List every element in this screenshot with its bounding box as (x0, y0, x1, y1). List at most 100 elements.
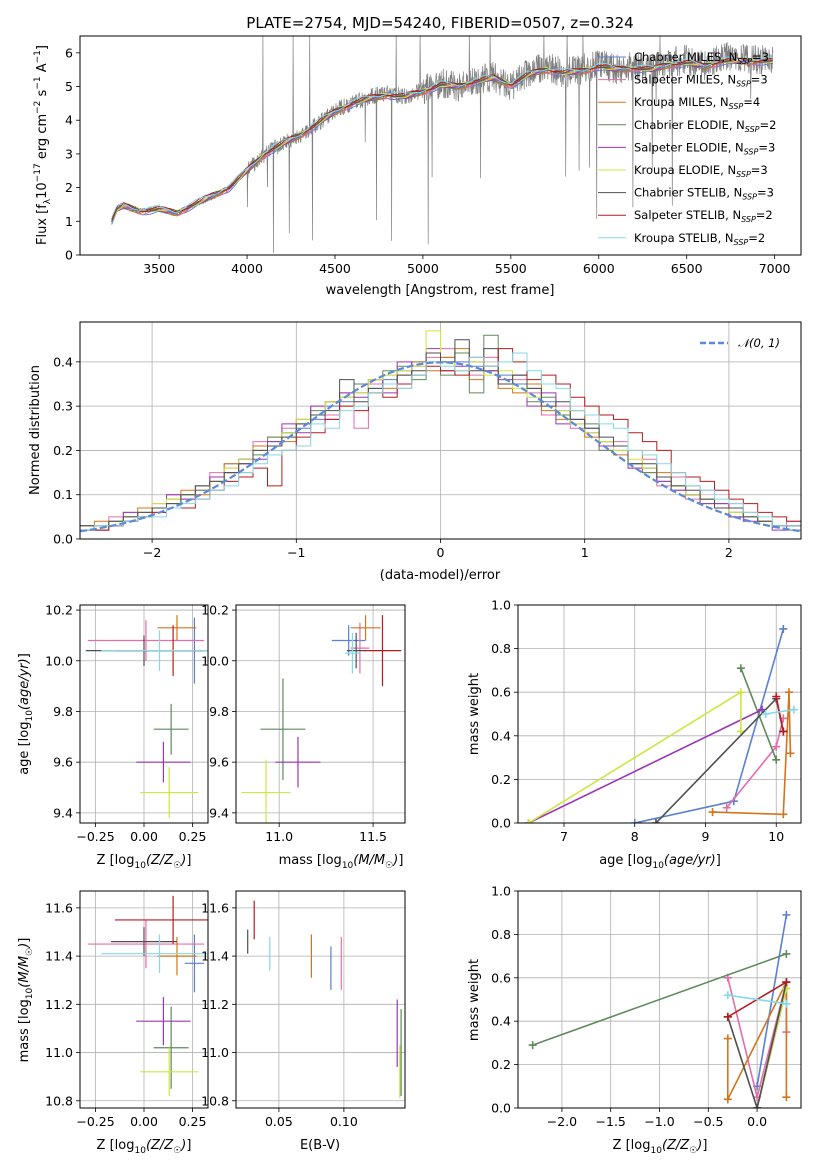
y-tick-label: 9.8 (209, 704, 229, 719)
weight-marker (786, 749, 795, 758)
legend-label-4: Chabrier ELODIE, NSSP=2 (634, 118, 776, 134)
age-vs-mass-axes-frame (235, 604, 406, 824)
y-tick-label: 10.8 (201, 1093, 229, 1108)
residuals-legend: 𝒩(0, 1) (700, 336, 780, 350)
legend-label-7: Chabrier STELIB, NSSP=3 (634, 186, 774, 202)
legend-rest: =3 (751, 73, 768, 87)
weight-marker (782, 910, 791, 919)
y-tick-label: 0 (65, 248, 73, 263)
weight-marker (782, 949, 791, 958)
weight-marker (524, 819, 533, 823)
y-tick-label: 0.2 (491, 1057, 511, 1072)
weight-marker (772, 692, 781, 701)
y-tick-label: 10.2 (45, 603, 73, 618)
spectrum-x-label: wavelength [Angstrom, rest frame] (326, 283, 555, 298)
weight-marker (708, 808, 717, 817)
weight-vs-age-axes-frame (517, 604, 802, 824)
mass-vs-Z-y-label: mass [log10(M/M☉)] (17, 938, 35, 1063)
y-tick-label: 9.4 (209, 805, 229, 820)
y-tick-label: 9.4 (53, 805, 73, 820)
legend-label-6: Kroupa ELODIE, NSSP=3 (634, 163, 768, 179)
age-vs-Z-x-label: Z [log10(Z/Z☉)] (97, 853, 192, 871)
y-tick-label: 1.0 (491, 598, 511, 613)
weight-line-4 (532, 953, 787, 1046)
spectrum-y-label: Flux [fλ10−17 erg cm−2 s−1 A−1] (33, 45, 53, 245)
legend-sub: SSP (734, 238, 749, 247)
legend-sub: SSP (745, 125, 760, 134)
legend-sub: SSP (729, 102, 744, 111)
spectrum-panel: PLATE=2754, MJD=54240, FIBERID=0507, z=0… (33, 14, 802, 298)
weight-marker (723, 1034, 732, 1043)
y-tick-label: 0.4 (491, 728, 511, 743)
gaussian-legend-label: 𝒩(0, 1) (738, 336, 780, 350)
y-tick-label: 5 (65, 79, 73, 94)
legend-label-9: Kroupa STELIB, NSSP=2 (634, 231, 765, 247)
age-vs-mass-panel: 11.0 11.5 9.4 9.6 9.8 10.0 10.2 mass [log10(M/… (201, 603, 406, 871)
x-tick-label: 0.00 (130, 829, 158, 844)
x-tick-label: −2 (143, 545, 161, 560)
weight-marker (782, 978, 791, 987)
weight-marker (779, 727, 788, 736)
x-tick-label: 1 (581, 545, 589, 560)
legend-rest: =2 (760, 118, 777, 132)
y-tick-label: 10.0 (201, 653, 229, 668)
y-tick-label: 0.6 (491, 970, 511, 985)
x-tick-label: −1 (287, 545, 305, 560)
age-vs-Z-panel: −0.25 0.00 0.25 9.4 9.6 9.8 10.0 10.2 Z [log10(… (17, 603, 209, 871)
model-line-8 (111, 57, 773, 220)
y-tick-label: 0.4 (53, 354, 73, 369)
legend-rest: =3 (757, 186, 774, 200)
model-line-3 (111, 59, 773, 221)
weight-line-7 (727, 981, 788, 1108)
x-tick-label: −0.5 (693, 1114, 723, 1129)
y-tick-label: 0.3 (53, 399, 73, 414)
y-tick-label: 2 (65, 180, 73, 195)
y-tick-label: 11.6 (201, 900, 229, 915)
y-tick-label: 0.2 (491, 772, 511, 787)
y-tick-label: 10.8 (45, 1093, 73, 1108)
x-tick-label: −0.25 (76, 1114, 114, 1129)
y-tick-label: 11.2 (45, 997, 73, 1012)
weight-marker (630, 819, 639, 823)
gaussian-curve (80, 361, 801, 533)
legend-rest: =2 (748, 231, 765, 245)
age-vs-Z-y-label: age [log10(age/yr)] (17, 653, 35, 775)
weight-line-1 (634, 628, 785, 823)
x-tick-label: −2.0 (547, 1114, 577, 1129)
legend-sub: SSP (744, 147, 759, 156)
x-tick-label: 0.10 (330, 1114, 358, 1129)
mass-vs-ebv-x-label: E(B-V) (300, 1138, 340, 1153)
x-tick-label: −0.25 (76, 829, 114, 844)
y-tick-label: 9.6 (209, 755, 229, 770)
legend-label-1: Chabrier MILES, NSSP=3 (634, 50, 769, 66)
legend-sub: SSP (736, 80, 751, 89)
legend-rest: =3 (751, 163, 768, 177)
spectrum-axes-frame (79, 35, 802, 256)
y-tick-label: 0.2 (53, 443, 73, 458)
weight-marker (651, 819, 660, 823)
x-tick-label: 0.05 (265, 1114, 293, 1129)
weight-marker (784, 688, 793, 697)
mass-vs-Z-x-label: Z [log10(Z/Z☉)] (97, 1138, 192, 1156)
x-tick-label: 6000 (583, 261, 615, 276)
y-tick-label: 11.6 (45, 900, 73, 915)
y-tick-label: 0.1 (53, 487, 73, 502)
weight-marker (528, 1041, 537, 1050)
legend-rest: =3 (752, 50, 769, 64)
x-tick-label: 0.25 (179, 829, 207, 844)
age-vs-mass-x-label: mass [log10(M/M☉)] (279, 853, 404, 871)
y-tick-label: 0.0 (491, 816, 511, 831)
weight-marker (782, 1093, 791, 1102)
y-tick-label: 4 (65, 113, 73, 128)
spectrum-title: PLATE=2754, MJD=54240, FIBERID=0507, z=0… (246, 14, 633, 32)
weight-line-8 (775, 696, 785, 732)
weight-marker (772, 742, 781, 751)
legend-label-5: Salpeter ELODIE, NSSP=3 (634, 140, 775, 156)
y-tick-label: 1 (65, 214, 73, 229)
y-tick-label: 11.2 (201, 997, 229, 1012)
weight-vs-Z-x-label: Z [log10(Z/Z☉)] (613, 1138, 708, 1156)
x-tick-label: 9 (702, 829, 710, 844)
weight-marker (779, 624, 788, 633)
weight-line-3 (712, 692, 792, 816)
spectrum-legend: Chabrier MILES, NSSP=3 Salpeter MILES, NS… (598, 50, 776, 247)
